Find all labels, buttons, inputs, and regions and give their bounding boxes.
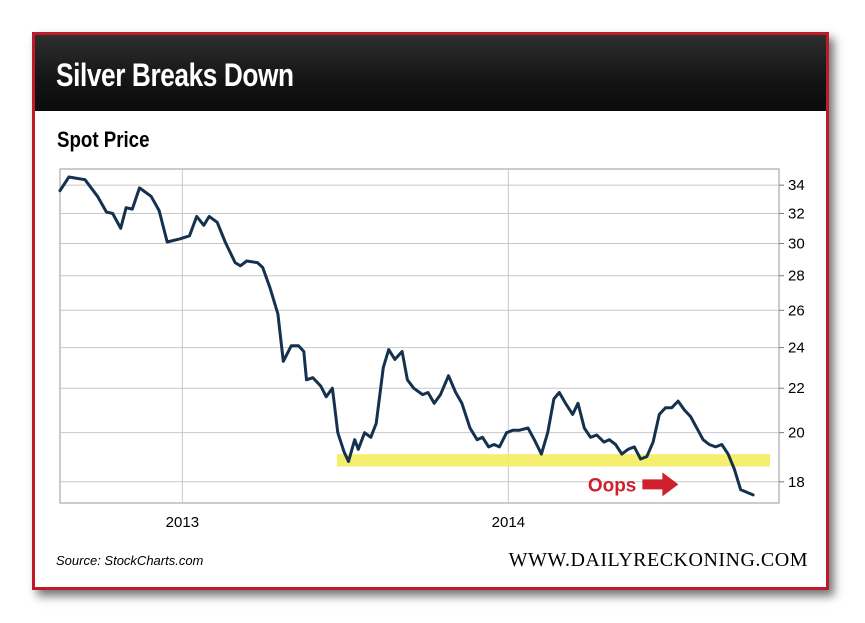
chart-subtitle: Spot Price	[57, 127, 150, 152]
support-band	[336, 454, 771, 467]
title-bar: Silver Breaks Down	[35, 35, 826, 111]
chart-title: Silver Breaks Down	[56, 57, 294, 93]
source-note: Source: StockCharts.com	[56, 553, 204, 568]
y-tick-label: 18	[788, 474, 805, 491]
y-tick-label: 22	[788, 380, 805, 397]
chart-card: Silver Breaks Down Spot Price 18 20 22 24 26…	[32, 32, 829, 590]
y-tick-label: 26	[788, 302, 805, 319]
y-tick-label: 30	[788, 236, 805, 253]
plot-area	[59, 168, 780, 504]
price-chart: 18 20 22 24 26 28 30 32 34 2013 2014 Oops	[58, 168, 805, 531]
oops-annotation: Oops	[588, 475, 637, 496]
right-arrow-icon	[642, 472, 679, 497]
y-tick-label: 32	[788, 205, 805, 222]
y-tick-label: 34	[788, 177, 805, 194]
x-tick-label: 2014	[492, 514, 525, 531]
y-tick-label: 28	[788, 268, 805, 285]
y-tick-label: 24	[788, 340, 805, 357]
x-tick-label: 2013	[166, 514, 199, 531]
y-tick-label: 20	[788, 425, 805, 442]
brand-url: WWW.DAILYRECKONING.COM	[508, 549, 808, 571]
price-line	[58, 175, 755, 497]
chart-card-shadow: Silver Breaks Down Spot Price 18 20 22 24 26…	[32, 32, 829, 590]
